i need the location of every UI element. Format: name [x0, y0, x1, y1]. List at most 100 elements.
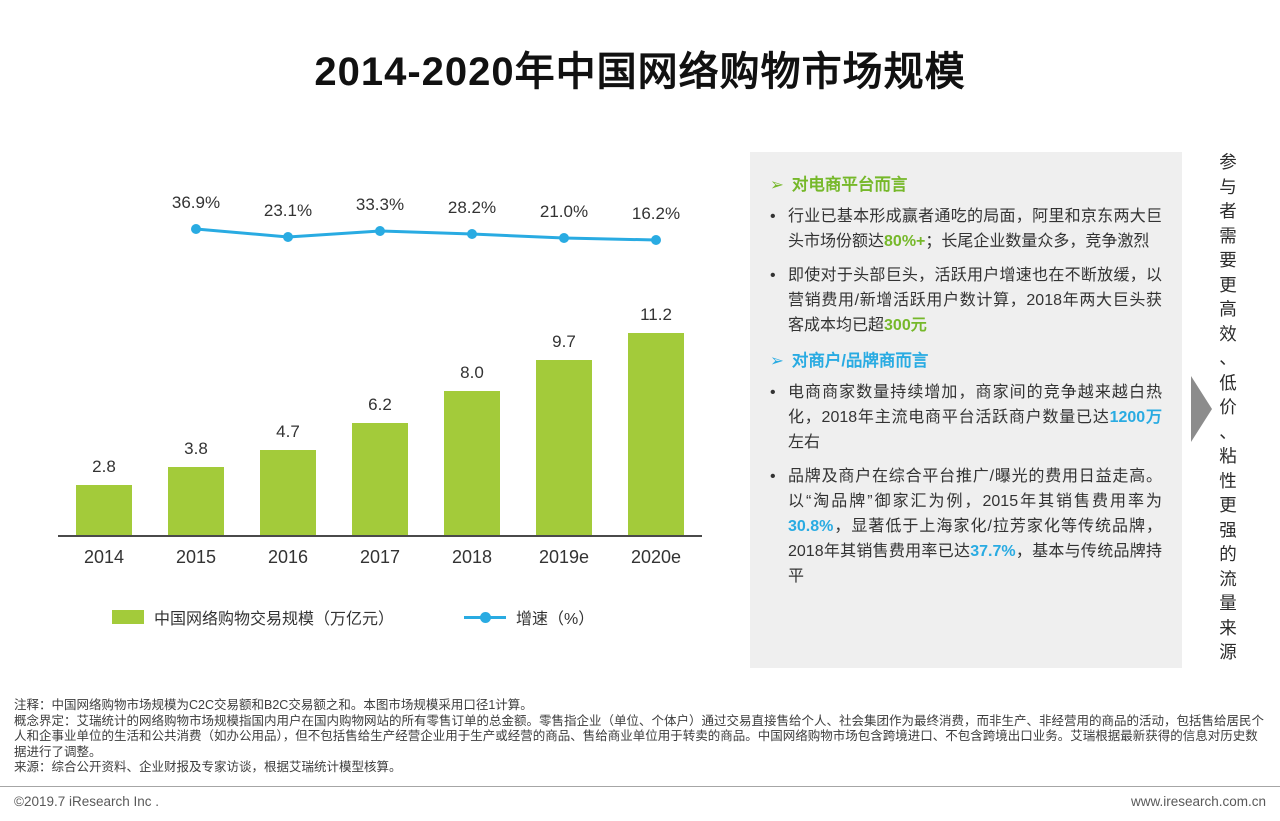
vertical-caption-char: 流	[1219, 568, 1237, 589]
bullet-text: 即使对于头部巨头，活跃用户增速也在不断放缓，以营销费用/新增活跃用户数计算，20…	[788, 263, 1162, 338]
legend-line-dot	[480, 611, 492, 623]
growth-rate-label: 21.0%	[539, 202, 589, 221]
insights-panel: ➢ 对电商平台而言 • 行业已基本形成赢者通吃的局面，阿里和京东两大巨头市场份额达80…	[750, 152, 1182, 668]
highlight-value: 80%+	[884, 233, 926, 250]
vertical-caption-char: 者	[1219, 201, 1237, 221]
bar-2017	[352, 423, 408, 535]
vertical-caption-char: 需	[1219, 225, 1237, 246]
footnote-source: 来源：综合公开资料、企业财报及专家访谈，根据艾瑞统计模型核算。	[14, 760, 402, 775]
legend-item-bar: 中国网络购物交易规模（万亿元）	[112, 605, 394, 629]
legend-line-label: 增速（%）	[516, 611, 595, 628]
growth-point	[467, 229, 477, 239]
arrowhead-icon: ➢	[770, 176, 784, 194]
page-title: 2014-2020年中国网络购物市场规模	[314, 49, 966, 94]
legend-line-swatch	[464, 611, 507, 623]
highlight-value: 1200万	[1109, 409, 1162, 426]
bullet-segment: ，显著低于上海家化/拉芳家化等传统品牌，2018年其销售费用率已达	[788, 518, 1162, 560]
vertical-caption-char: 来	[1219, 617, 1237, 638]
insights-sections: ➢ 对电商平台而言 • 行业已基本形成赢者通吃的局面，阿里和京东两大巨头市场份额达80…	[770, 171, 1162, 589]
vertical-caption-char: 价	[1219, 397, 1237, 417]
bullet-segment: 即使对于头部巨头，活跃用户增速也在不断放缓，以营销费用/新增活跃用户数计算，20…	[788, 267, 1162, 334]
x-axis-label: 2016	[267, 547, 309, 567]
bullet-segment: ；长尾企业数量众多，竞争激烈	[925, 233, 1150, 250]
growth-line	[195, 227, 657, 242]
vertical-caption-char: 、	[1219, 348, 1237, 368]
bar-2018	[444, 391, 500, 535]
bar-value-label: 4.7	[276, 422, 300, 441]
bullet-item: • 行业已基本形成赢者通吃的局面，阿里和京东两大巨头市场份额达80%+；长尾企业数…	[770, 204, 1162, 254]
x-axis-label: 2014	[83, 547, 125, 567]
bullet-segment: 左右	[788, 434, 821, 451]
bullet-dot-icon: •	[770, 208, 776, 225]
bullet-segment: 品牌及商户在综合平台推广/曝光的费用日益走高。以“淘品牌”御家汇为例，2015年…	[788, 468, 1162, 510]
vertical-caption-char: 粘	[1219, 446, 1237, 466]
vertical-caption: 参与者需要更高效、低价、粘性更强的流量来源	[1214, 150, 1242, 665]
bullet-dot-icon: •	[770, 468, 776, 485]
growth-rate-label: 28.2%	[447, 198, 497, 217]
footer-divider	[0, 786, 1280, 787]
bullet-item: • 即使对于头部巨头，活跃用户增速也在不断放缓，以营销费用/新增活跃用户数计算，2…	[770, 263, 1162, 338]
bar-2020e	[628, 333, 684, 535]
arrowhead-icon: ➢	[770, 352, 784, 370]
vertical-caption-char: 低	[1219, 372, 1237, 393]
bar-2015	[168, 467, 224, 535]
bullet-dot-icon: •	[770, 384, 776, 401]
footnote-note: 注释：中国网络购物市场规模为C2C交易额和B2C交易额之和。本图市场规模采用口径…	[14, 698, 533, 712]
copyright-text: ©2019.7 iResearch Inc .	[14, 794, 160, 809]
vertical-caption-char: 、	[1219, 421, 1237, 442]
section-heading: ➢ 对商户/品牌商而言	[770, 347, 1162, 371]
vertical-caption-char: 性	[1219, 470, 1237, 491]
legend-bar-label: 中国网络购物交易规模（万亿元）	[154, 611, 395, 628]
bar-2016	[260, 450, 316, 535]
growth-rate-label: 23.1%	[263, 201, 313, 220]
bullet-dot-icon: •	[770, 267, 776, 284]
vertical-caption-char: 源	[1219, 642, 1237, 662]
growth-rate-label: 36.9%	[171, 193, 221, 212]
legend-item-line: 增速（%）	[464, 605, 594, 629]
market-size-chart: 中国网络购物交易规模（万亿元） 增速（%） 2.8 2014 3.8 2015 4.7 2…	[40, 150, 740, 650]
growth-point	[651, 235, 661, 245]
bar-value-label: 3.8	[184, 439, 208, 458]
section-heading-text: 对电商平台而言	[791, 176, 908, 194]
bullet-segment: 行业已基本形成赢者通吃的局面，阿里和京东两大巨头市场份额达	[788, 208, 1162, 250]
bullet-text: 品牌及商户在综合平台推广/曝光的费用日益走高。以“淘品牌”御家汇为例，2015年…	[788, 464, 1162, 589]
bullet-text: 行业已基本形成赢者通吃的局面，阿里和京东两大巨头市场份额达80%+；长尾企业数量…	[788, 204, 1162, 254]
bar-2014	[76, 485, 132, 535]
vertical-caption-char: 要	[1219, 250, 1237, 270]
highlight-value: 37.7%	[970, 543, 1016, 560]
bar-2019e	[536, 360, 592, 535]
bar-value-label: 8.0	[460, 363, 484, 382]
vertical-caption-char: 更	[1219, 495, 1237, 515]
bar-value-label: 6.2	[368, 395, 392, 414]
vertical-caption-char: 效	[1219, 323, 1237, 344]
growth-rate-label: 16.2%	[631, 204, 681, 223]
footnotes: 注释：中国网络购物市场规模为C2C交易额和B2C交易额之和。本图市场规模采用口径…	[14, 698, 1268, 776]
section-heading: ➢ 对电商平台而言	[770, 171, 1162, 195]
x-axis-label: 2017	[359, 547, 401, 567]
bullet-item: • 电商商家数量持续增加，商家间的竞争越来越白热化，2018年主流电商平台活跃商户…	[770, 380, 1162, 455]
vertical-caption-char: 强	[1219, 519, 1237, 540]
bullet-text: 电商商家数量持续增加，商家间的竞争越来越白热化，2018年主流电商平台活跃商户数…	[788, 380, 1162, 455]
vertical-caption-char: 参	[1219, 152, 1237, 172]
vertical-caption-char: 的	[1219, 544, 1237, 564]
bullet-segment: 电商商家数量持续增加，商家间的竞争越来越白热化，2018年主流电商平台活跃商户数…	[788, 384, 1162, 426]
vertical-caption-char: 量	[1219, 593, 1237, 613]
vertical-caption-char: 更	[1219, 274, 1237, 295]
highlight-value: 300元	[884, 317, 927, 334]
arrow-right-icon	[1191, 376, 1212, 442]
growth-point	[559, 233, 569, 243]
highlight-value: 30.8%	[788, 518, 834, 535]
x-axis-label: 2020e	[630, 547, 682, 567]
legend-bar-swatch	[112, 610, 144, 624]
website-url: www.iresearch.com.cn	[1130, 794, 1266, 809]
x-axis-line	[58, 535, 702, 537]
growth-point	[191, 224, 201, 234]
growth-rate-label: 33.3%	[355, 195, 405, 214]
growth-point	[283, 232, 293, 242]
growth-point	[375, 226, 385, 236]
x-axis-label: 2015	[175, 547, 217, 567]
section-heading-text: 对商户/品牌商而言	[791, 352, 929, 370]
footnote-definition: 概念界定：艾瑞统计的网络购物市场规模指国内用户在国内购物网站的所有零售订单的总金…	[14, 713, 1265, 759]
bullet-segment: ，基本与传统品牌持平	[788, 543, 1162, 585]
